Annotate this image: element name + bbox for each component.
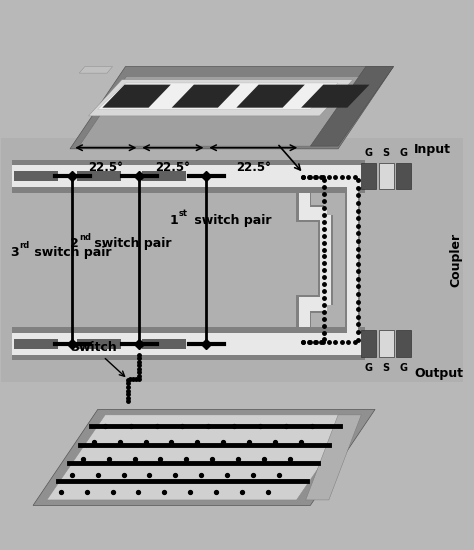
Bar [361, 163, 376, 189]
Bar [297, 192, 311, 216]
Bar [77, 339, 121, 349]
Text: 22.5°: 22.5° [155, 162, 190, 174]
Polygon shape [102, 85, 171, 108]
Text: S: S [383, 364, 390, 373]
Polygon shape [89, 80, 353, 116]
Text: G: G [365, 147, 373, 158]
Bar [12, 333, 297, 355]
Bar [319, 214, 331, 305]
Text: 3: 3 [10, 245, 18, 258]
Text: Input: Input [414, 143, 451, 156]
Text: Coupler: Coupler [449, 233, 463, 287]
Bar [297, 166, 365, 187]
Bar [142, 171, 185, 181]
Polygon shape [47, 415, 355, 500]
Bar [14, 339, 57, 349]
Bar [12, 160, 297, 192]
Text: st: st [179, 209, 188, 218]
Polygon shape [237, 85, 305, 108]
Bar [396, 331, 410, 357]
Text: switch pair: switch pair [91, 237, 172, 250]
Bar [379, 163, 393, 189]
Text: G: G [399, 364, 407, 373]
Text: G: G [365, 364, 373, 373]
Text: switch pair: switch pair [190, 214, 271, 227]
Bar [299, 298, 327, 311]
Polygon shape [33, 409, 375, 505]
Bar [77, 171, 121, 181]
Bar [297, 295, 324, 313]
Polygon shape [79, 76, 376, 146]
Bar [0, 138, 463, 382]
Text: switch pair: switch pair [30, 245, 112, 258]
Polygon shape [310, 67, 393, 146]
Polygon shape [172, 85, 240, 108]
Bar [12, 166, 297, 187]
Bar [299, 305, 310, 327]
Bar [299, 192, 310, 215]
Bar [396, 163, 410, 189]
Bar [297, 160, 365, 192]
Text: nd: nd [79, 233, 91, 241]
Polygon shape [98, 83, 338, 109]
Text: Switch: Switch [70, 341, 125, 376]
Bar [318, 214, 333, 305]
Bar [347, 187, 358, 333]
Polygon shape [79, 67, 112, 73]
Bar [346, 187, 360, 333]
Bar [299, 207, 327, 220]
Polygon shape [70, 67, 393, 149]
Text: rd: rd [19, 241, 29, 250]
Bar [14, 171, 57, 181]
Text: 2: 2 [70, 237, 79, 250]
Bar [297, 205, 324, 222]
Bar [297, 333, 365, 355]
Bar [379, 331, 393, 357]
Text: S: S [383, 147, 390, 158]
Bar [297, 305, 311, 327]
Bar [12, 327, 297, 360]
Text: 22.5°: 22.5° [236, 162, 271, 174]
Text: 1: 1 [169, 214, 178, 227]
Text: 22.5°: 22.5° [89, 162, 123, 174]
Bar [361, 331, 376, 357]
Text: Output: Output [414, 367, 464, 380]
Polygon shape [301, 85, 370, 108]
Bar [297, 327, 365, 360]
Bar [142, 339, 185, 349]
Polygon shape [306, 415, 361, 500]
Text: G: G [399, 147, 407, 158]
